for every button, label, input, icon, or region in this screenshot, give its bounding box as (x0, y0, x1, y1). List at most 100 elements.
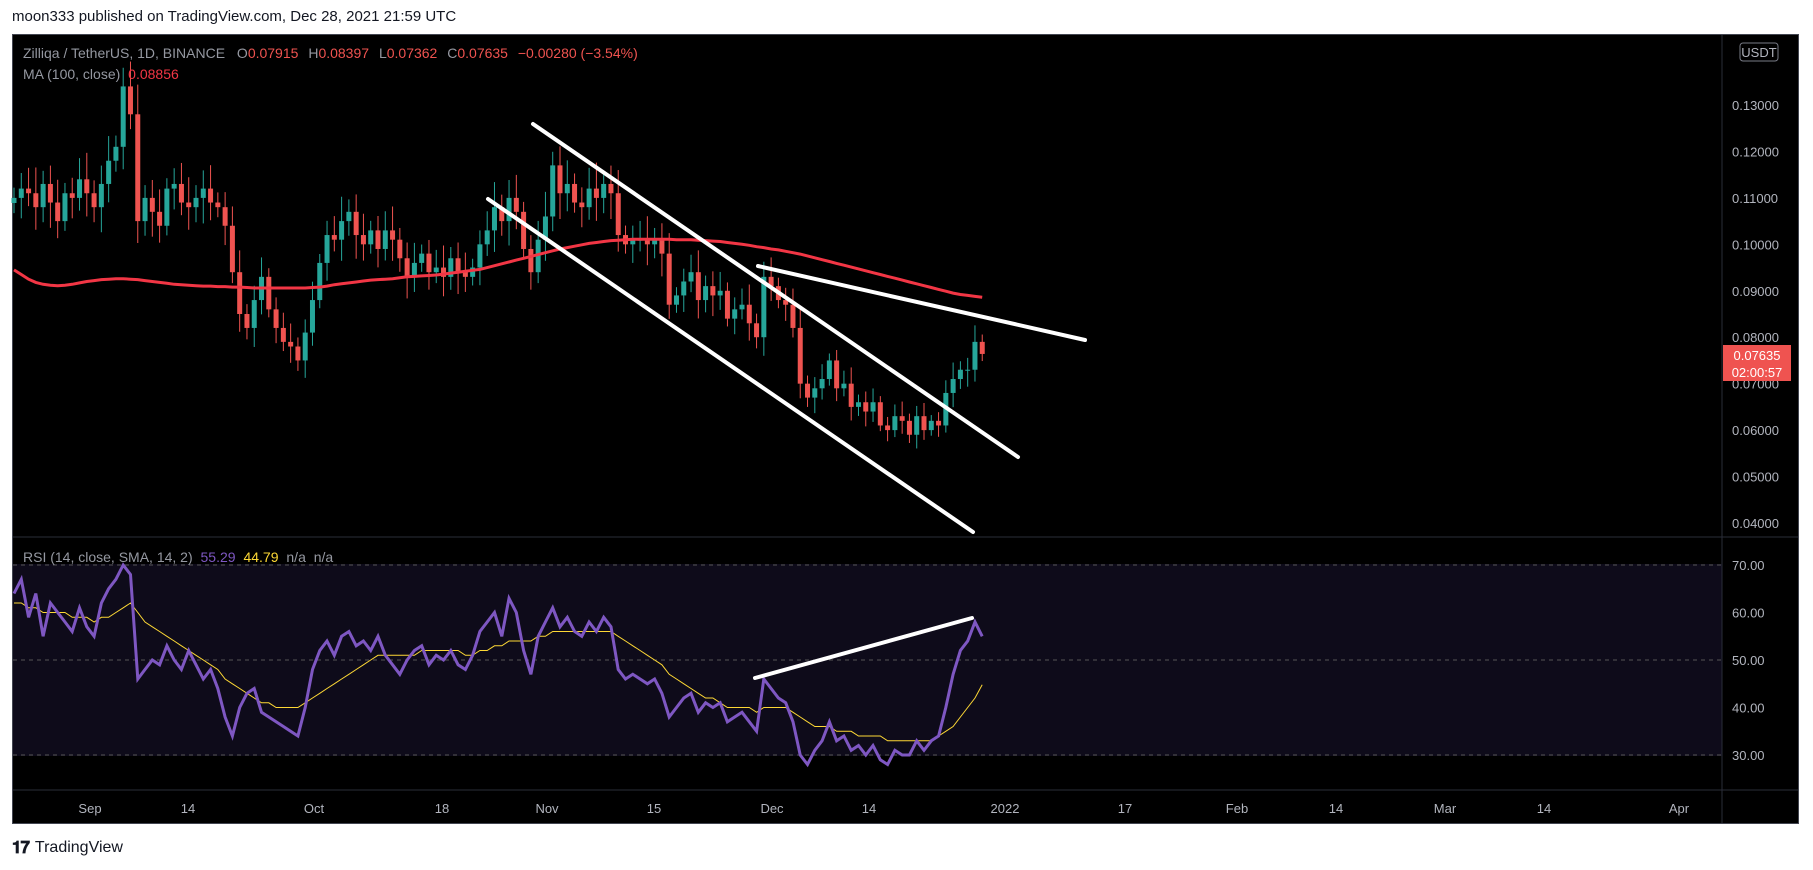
last-price-tag (1723, 345, 1791, 381)
candle-body (521, 211, 527, 249)
candle-body (397, 239, 403, 259)
candle-body (826, 360, 832, 380)
candle-body (113, 146, 119, 161)
price-tick-label: 0.05000 (1732, 470, 1779, 485)
candle-body (375, 230, 381, 249)
candle-body (324, 235, 330, 263)
rsi-value: 55.29 (201, 549, 236, 565)
candle-body (331, 235, 337, 240)
low-value: 0.07362 (387, 45, 438, 61)
time-axis[interactable]: Sep 14 Oct 18 Nov 15 Dec 14 2022 17 Feb 14 Mar 14 Apr (78, 801, 1689, 816)
candle-body (208, 188, 214, 203)
candle-body (193, 197, 199, 208)
resistance-trendline[interactable] (756, 264, 1087, 342)
price-tick-label: 0.08000 (1732, 330, 1779, 345)
candle-body (819, 379, 825, 389)
time-tick-label: 14 (1537, 801, 1551, 816)
candle-body (404, 258, 410, 277)
candle-body (229, 225, 235, 273)
candle-body (615, 193, 621, 236)
candle-body (950, 379, 956, 393)
candle-body (863, 402, 869, 412)
candle-body (200, 188, 206, 198)
candle-body (288, 341, 294, 347)
candle-body (484, 230, 490, 245)
tradingview-logo-icon: 𝟏𝟕 (12, 838, 30, 857)
chart-canvas[interactable]: Zilliqa / TetherUS, 1D, BINANCE O0.07915… (0, 0, 1813, 830)
price-tick-label: 0.12000 (1732, 144, 1779, 159)
candle-body (448, 258, 454, 277)
candle-body (928, 420, 934, 431)
price-tick-label: 0.06000 (1732, 423, 1779, 438)
price-tick-label: 0.11000 (1732, 191, 1778, 206)
candle-body (710, 286, 716, 296)
candle-body (215, 202, 221, 208)
candle-body (62, 193, 68, 222)
rsi-na-1: n/a (286, 549, 306, 565)
candle-body (491, 207, 497, 231)
rsi-tick-label: 50.00 (1732, 653, 1765, 668)
candle-body (470, 267, 476, 277)
candle-body (921, 416, 927, 431)
candle-body (302, 332, 308, 361)
candle-body (805, 383, 811, 398)
candle-body (899, 416, 905, 421)
candle-body (441, 267, 447, 277)
candle-body (33, 193, 39, 208)
candle-body (426, 253, 432, 273)
candle-body (724, 290, 730, 319)
rsi-sma-line (14, 602, 983, 742)
time-tick-label: Apr (1669, 801, 1690, 816)
candle-body (506, 197, 512, 222)
high-label: H (308, 45, 318, 61)
candle-body (761, 276, 767, 338)
candle-body (681, 281, 687, 296)
currency-badge[interactable] (1739, 42, 1779, 62)
channel-upper-trendline[interactable] (531, 122, 1020, 459)
time-tick-label: Sep (78, 801, 101, 816)
candle-body (84, 179, 90, 194)
rsi-divergence-trendline[interactable] (753, 616, 974, 680)
candle-body (244, 314, 250, 328)
symbol-legend-line: Zilliqa / TetherUS, 1D, BINANCE O0.07915… (23, 45, 638, 61)
rsi-axis[interactable]: 70.00 60.00 50.00 40.00 30.00 (1732, 558, 1765, 763)
change-value: −0.00280 (−3.54%) (518, 45, 638, 61)
candle-body (703, 286, 709, 301)
high-value: 0.08397 (318, 45, 369, 61)
time-tick-label: Nov (535, 801, 559, 816)
candle-body (135, 114, 141, 222)
candle-body (353, 211, 359, 236)
candle-body (550, 165, 556, 217)
low-label: L (379, 45, 387, 61)
candle-body (455, 258, 461, 273)
rsi-tick-label: 70.00 (1732, 558, 1765, 573)
ma-label: MA (100, close) (23, 66, 120, 82)
rsi-sma-value: 44.79 (243, 549, 278, 565)
candle-body (164, 188, 170, 226)
close-label: C (447, 45, 457, 61)
candle-body (513, 197, 519, 212)
candle-body (317, 262, 323, 301)
candle-body (979, 341, 985, 354)
channel-lower-trendline[interactable] (486, 197, 975, 534)
rsi-line (12, 562, 984, 768)
price-tick-label: 0.09000 (1732, 284, 1779, 299)
candle-body (732, 309, 738, 319)
close-value: 0.07635 (457, 45, 508, 61)
candle-body (834, 360, 840, 389)
candle-body (739, 304, 745, 310)
candle-body (783, 300, 789, 305)
candle-body (47, 183, 53, 203)
candle-body (295, 346, 301, 361)
rsi-tick-label: 60.00 (1732, 606, 1765, 621)
candle-body (171, 183, 177, 189)
candle-body (237, 272, 243, 314)
candle-body (411, 262, 417, 277)
price-axis[interactable]: 0.13000 0.12000 0.11000 0.10000 0.09000 0.080… (1732, 98, 1779, 531)
candle-body (382, 230, 388, 249)
time-tick-label: Feb (1226, 801, 1248, 816)
countdown-timer: 02:00:57 (1732, 365, 1783, 380)
candle-body (855, 402, 861, 407)
price-tick-label: 0.10000 (1732, 237, 1779, 252)
time-tick-label: 2022 (991, 801, 1020, 816)
